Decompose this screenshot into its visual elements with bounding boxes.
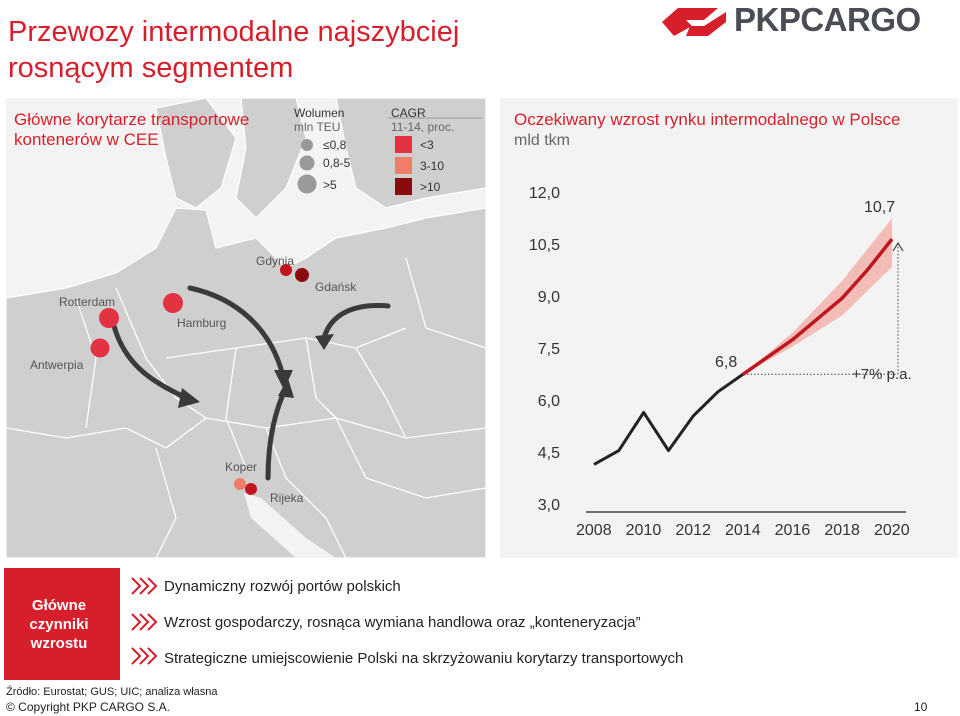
port-gdynia-icon [280, 264, 292, 276]
source-note: Źródło: Eurostat; GUS; UIC; analiza włas… [6, 686, 218, 698]
y-tick-label: 12,0 [528, 185, 560, 202]
port-koper-icon [234, 478, 246, 490]
legend-cagr-high-icon [395, 178, 412, 195]
chevron-right-icon [131, 647, 158, 665]
city-rijeka: Rijeka [270, 491, 304, 505]
y-tick-label: 10,5 [528, 237, 560, 254]
logo-mark-icon [662, 8, 726, 36]
city-gdansk: Gdańsk [315, 280, 357, 294]
data-label-2014: 6,8 [715, 354, 738, 372]
city-antwerpia: Antwerpia [30, 358, 84, 372]
legend-vol-large-icon [297, 174, 317, 194]
city-hamburg: Hamburg [177, 316, 227, 330]
y-tick-label: 6,0 [537, 393, 560, 410]
port-rotterdam-icon [99, 308, 119, 328]
line-chart [586, 218, 906, 513]
forecast-band [743, 218, 892, 375]
chart-panel: Oczekiwany wzrost rynku intermodalnego w… [500, 98, 958, 558]
legend-cagr-item: 3-10 [420, 159, 445, 173]
drivers-title: Główne czynniki wzrostu [29, 597, 89, 652]
x-tick-label: 2020 [874, 522, 910, 539]
city-rotterdam: Rotterdam [59, 295, 116, 309]
data-label-2020: 10,7 [864, 199, 896, 217]
driver-item: Dynamiczny rozwój portów polskich [164, 578, 401, 595]
growth-drivers-band: Główne czynniki wzrostu Dynamiczny rozwó… [4, 568, 960, 680]
driver-item: Strategiczne umiejscowienie Polski na sk… [164, 650, 684, 667]
legend-volume-unit: mln TEU [294, 120, 341, 134]
x-tick-label: 2012 [675, 522, 711, 539]
legend-cagr-title: CAGR [391, 106, 426, 120]
map-heading: Główne korytarze transportowe kontenerów… [14, 110, 250, 149]
legend-cagr-item: >10 [420, 180, 441, 194]
growth-arrow-icon [892, 241, 904, 252]
x-tick-label: 2008 [576, 522, 612, 539]
series-line-historical [593, 373, 744, 466]
legend-cagr-mid-icon [395, 157, 412, 174]
company-logo: PKPCARGO [656, 1, 946, 40]
map-panel: Główne korytarze transportowe kontenerów… [6, 98, 486, 558]
logo-text: PKPCARGO [734, 1, 921, 38]
y-tick-label: 7,5 [537, 341, 560, 358]
growth-annotation: +7% p.a. [852, 366, 912, 384]
page-title: Przewozy intermodalne najszybciej rosnąc… [8, 16, 460, 84]
driver-item: Wzrost gospodarczy, rosnąca wymiana hand… [164, 614, 641, 631]
chart-title: Oczekiwany wzrost rynku intermodalnego w… [514, 110, 901, 129]
copyright: © Copyright PKP CARGO S.A. [6, 700, 171, 714]
legend-cagr-item: <3 [420, 138, 434, 152]
legend-volume-item: 0,8-5 [323, 156, 351, 170]
chevron-right-icon [131, 577, 158, 595]
y-tick-label: 3,0 [537, 497, 560, 514]
legend-cagr-low-icon [395, 136, 412, 153]
x-tick-label: 2016 [774, 522, 811, 539]
drivers-list: Dynamiczny rozwój portów polskich Wzrost… [120, 568, 960, 680]
x-tick-label: 2010 [625, 522, 662, 539]
legend-cagr-period: 11-14, proc. [391, 120, 455, 134]
port-antwerpia-icon [90, 338, 110, 358]
legend-volume-title: Wolumen [294, 106, 345, 120]
y-tick-label: 9,0 [537, 289, 560, 306]
chart-unit: mld tkm [514, 132, 570, 149]
port-rijeka-icon [245, 483, 257, 495]
cee-map [6, 98, 486, 558]
x-tick-label: 2014 [725, 522, 761, 539]
port-gdansk-icon [295, 268, 309, 282]
x-tick-label: 2018 [824, 522, 860, 539]
city-koper: Koper [225, 460, 258, 474]
city-gdynia: Gdynia [256, 254, 295, 268]
legend-volume-item: >5 [323, 178, 337, 192]
y-tick-label: 4,5 [537, 445, 560, 462]
page-number: 10 [914, 700, 928, 714]
legend-vol-small-icon [301, 139, 313, 151]
chevron-right-icon [131, 613, 158, 631]
legend-volume-item: ≤0,8 [323, 138, 347, 152]
legend-vol-medium-icon [299, 155, 315, 171]
port-hamburg-icon [163, 293, 183, 313]
